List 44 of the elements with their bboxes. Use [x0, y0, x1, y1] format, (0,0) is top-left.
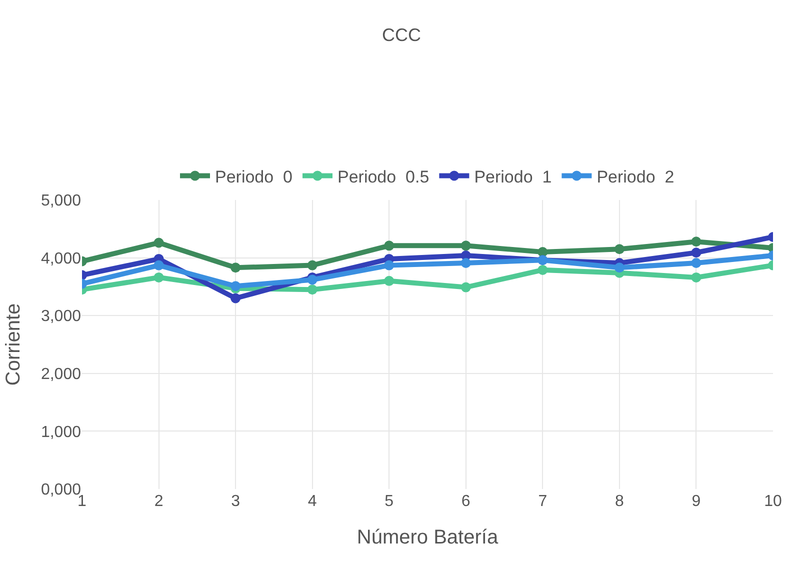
point: [460, 282, 471, 292]
x-tick-label: 3: [231, 493, 240, 510]
x-tick-label: 6: [461, 493, 470, 510]
point: [307, 284, 318, 295]
point: [460, 258, 471, 268]
y-tick-label: 4,000: [40, 250, 82, 268]
point: [460, 240, 471, 251]
y-tick-label: 5,000: [40, 192, 82, 210]
legend-label: Periodo 0: [215, 167, 292, 186]
point: [538, 247, 548, 258]
point: [154, 238, 164, 248]
point: [307, 274, 318, 285]
point: [230, 262, 241, 273]
x-tick-label: 8: [614, 493, 624, 510]
point: [384, 240, 394, 251]
point: [691, 258, 702, 268]
point: [691, 236, 702, 247]
point: [538, 264, 548, 275]
y-tick-label: 2,000: [40, 366, 82, 383]
legend-label: Periodo 2: [596, 167, 674, 186]
point: [384, 276, 394, 286]
x-tick-label: 1: [78, 493, 87, 510]
x-tick-label: 10: [764, 493, 782, 510]
y-tick-label: 1,000: [40, 424, 82, 441]
x-tick-label: 4: [308, 493, 317, 510]
chart-title: CCC: [382, 25, 421, 46]
y-axis-title: Corriente: [2, 303, 24, 386]
x-axis-title: Número Batería: [356, 526, 499, 548]
point: [384, 260, 394, 270]
point: [230, 293, 241, 304]
point: [307, 260, 318, 270]
x-tick-label: 9: [692, 493, 701, 510]
x-tick-label: 5: [384, 493, 394, 510]
point: [154, 272, 164, 282]
point: [154, 260, 164, 270]
x-tick-label: 2: [154, 493, 164, 510]
point: [691, 248, 702, 258]
y-tick-label: 3,000: [40, 308, 82, 326]
legend-label: Periodo 0.5: [338, 167, 430, 186]
x-tick-label: 7: [538, 493, 548, 510]
legend-label: Periodo 1: [474, 167, 552, 186]
point: [691, 272, 702, 282]
point: [614, 244, 624, 254]
point: [614, 262, 624, 273]
